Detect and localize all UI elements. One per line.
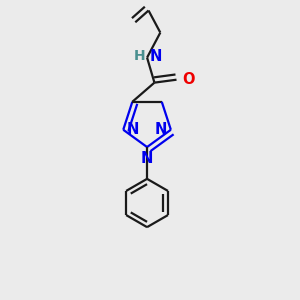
Text: N: N [127, 122, 139, 137]
Text: N: N [155, 122, 167, 137]
Text: O: O [182, 72, 194, 87]
Text: N: N [141, 151, 153, 166]
Text: H: H [134, 49, 146, 63]
Text: N: N [149, 49, 161, 64]
